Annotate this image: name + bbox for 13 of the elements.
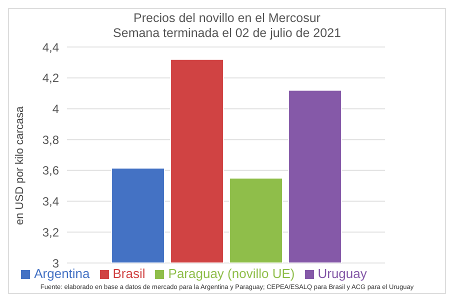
legend-label: Brasil [112, 266, 146, 281]
y-tick-label: 4,4 [42, 40, 60, 54]
y-tick-label: 3,6 [42, 164, 60, 178]
legend-label: Uruguay [318, 266, 367, 281]
y-tick-label: 4 [52, 102, 60, 116]
chart-subtitle: Semana terminada el 02 de julio de 2021 [112, 26, 342, 41]
y-tick-label: 3,8 [42, 132, 60, 147]
y-tick-label: 3,2 [42, 225, 60, 240]
legend-label: Paraguay (novillo UE) [168, 266, 295, 281]
y-tick-label: 3,4 [42, 194, 60, 209]
chart-title: Precios del novillo en el Mercosur [132, 11, 322, 26]
y-tick-label: 4,2 [42, 71, 60, 86]
y-axis-title: en USD por kilo carcasa [14, 106, 26, 225]
